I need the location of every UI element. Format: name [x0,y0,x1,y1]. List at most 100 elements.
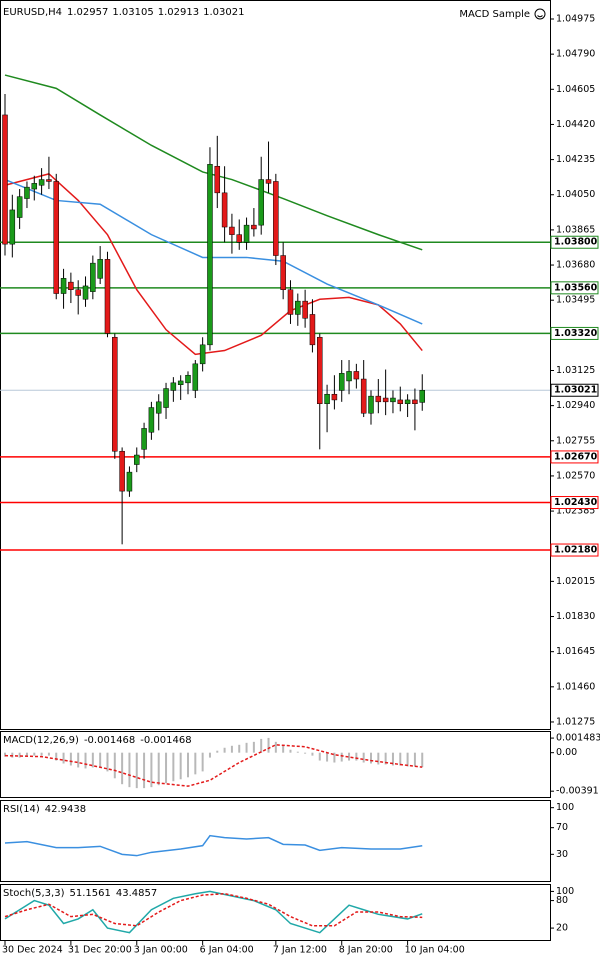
y-tick-label: 1.02385 [556,506,595,517]
icon-face [534,8,546,20]
y-tick-label: 20 [556,923,568,934]
candle-body [141,428,147,450]
candle-body [97,259,103,279]
indicator-name: MACD(12,26,9) [3,735,79,746]
y-tick-label: 1.04975 [556,13,595,24]
candle-body [258,179,264,226]
icon-smile [537,15,543,18]
indicator-header: Stoch(5,3,3) 51.1561 43.4857 [3,888,157,899]
level-label: 1.03320 [554,328,598,339]
x-tick-label: 8 Jan 20:00 [339,945,393,956]
main-frame [0,0,551,730]
candle-body [346,371,352,382]
candle-body [280,255,286,290]
candle-body [126,471,133,492]
y-tick-label: 1.03495 [556,295,595,306]
candle-body [273,181,279,256]
symbol-header: EURUSD,H4 1.02957 1.03105 1.02913 1.03021 [3,7,244,18]
low-reading: 1.02913 [158,7,199,18]
level-label-box [550,496,599,510]
level-label: 1.02180 [554,545,598,556]
indicator-reading: 51.1561 [69,888,110,899]
candle-body [155,401,162,414]
level-label: 1.03800 [554,237,598,248]
candle-body [309,314,316,346]
expert-icon [534,8,546,20]
indicator-line [4,892,423,927]
y-tick-label: 1.04050 [556,189,595,200]
y-tick-label: 1.01830 [556,611,595,622]
candle-body [317,336,323,404]
y-tick-label: 1.02570 [556,470,595,481]
candle-body [199,344,206,365]
macd-frame [0,731,551,798]
indicator-header: RSI(14) 42.9438 [3,804,86,815]
candle-body [104,259,111,334]
indicator-name: RSI(14) [3,804,40,815]
candle-body [53,181,59,294]
level-label-box [550,281,599,295]
level-label-box [550,326,599,340]
candle-body [90,262,96,292]
candle-body [214,165,221,194]
y-tick-label: -0.00391 [556,786,599,797]
candle-body [287,289,294,315]
level-label-box [550,450,599,464]
indicator-line [4,744,423,787]
candle-body [31,183,38,190]
indicator-line [4,178,423,325]
candle-body [404,399,411,404]
last-price-box [550,383,599,397]
frames [0,0,551,941]
close-reading: 1.03021 [203,7,244,18]
candle-body [38,179,45,186]
indicator-reading: -0.001468 [140,735,191,746]
y-tick-label: 1.03865 [556,224,595,235]
candle-body [60,278,67,294]
y-tick-label: 100 [556,802,574,813]
candle-body [75,289,81,296]
y-tick-label: 1.02755 [556,435,595,446]
candle-body [46,179,52,182]
candle-body [331,393,338,401]
candle-body [419,389,425,403]
expert-name: MACD Sample [459,9,530,20]
level-label: 1.03560 [554,282,598,293]
x-tick-label: 3 Jan 00:00 [134,945,188,956]
indicator-reading: 42.9438 [45,804,86,815]
y-tick-label: 1.01460 [556,681,595,692]
candle-body [207,164,213,346]
candle-body [353,371,360,380]
x-tick-label: 10 Jan 04:00 [405,945,465,956]
indicator-line [4,173,423,356]
candle-body [24,186,30,199]
x-tick-label: 30 Dec 2024 [2,945,63,956]
candle-body [368,395,374,414]
candle-body [229,226,235,235]
y-tick-label: 100 [556,886,574,897]
y-tick-label: 1.01275 [556,716,595,727]
y-tick-label: 1.04235 [556,154,595,165]
indicator-header: MACD(12,26,9) -0.001468 -0.001468 [3,735,192,746]
rsi-frame [0,800,551,882]
candle-body [390,397,396,403]
open-reading: 1.02957 [67,7,108,18]
y-tick-label: 1.04420 [556,119,595,130]
candle-body [68,281,74,290]
candle-body [221,192,228,228]
plot-layer: 1.04975 1.04790 1.04605 1.04420 1.04235 1.040… [0,13,600,956]
candle-body [243,224,250,243]
stoch-frame [0,884,551,941]
candle-body [338,373,345,391]
candle-body [134,454,140,465]
y-tick-label: 1.03680 [556,260,595,271]
indicator-reading: -0.001468 [84,735,135,746]
candle-body [397,399,404,404]
x-tick-label: 31 Dec 20:00 [68,945,132,956]
candle-body [382,397,389,403]
candle-body [9,209,16,245]
indicator-line [4,834,423,857]
candle-body [324,393,330,404]
